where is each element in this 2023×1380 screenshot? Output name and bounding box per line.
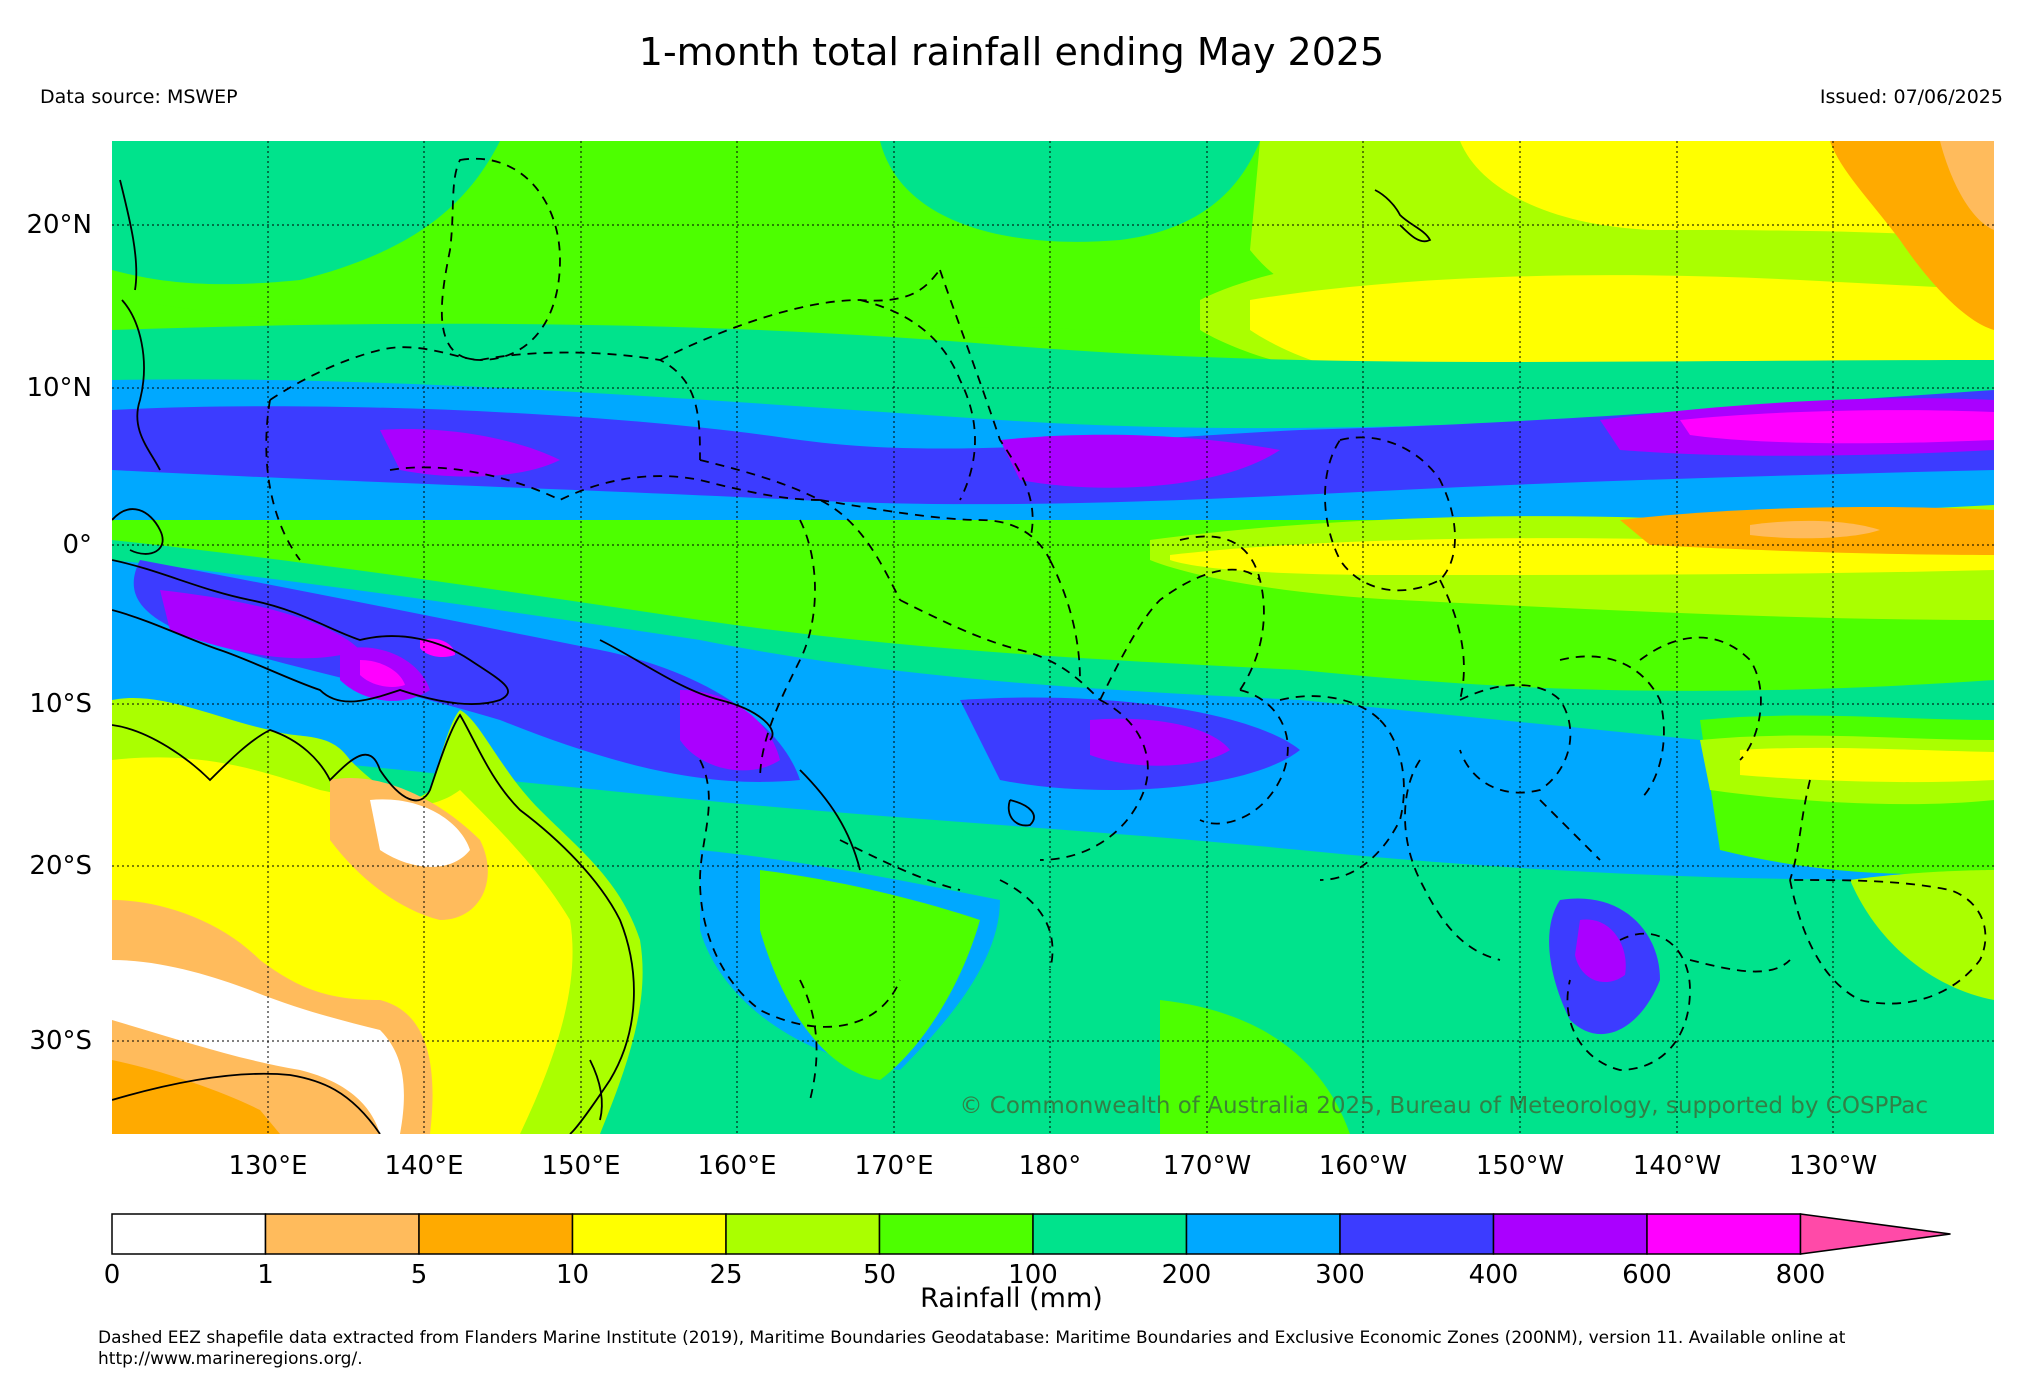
colorbar-tick-label: 0 — [104, 1260, 121, 1290]
lon-label-160w: 160°W — [1319, 1151, 1407, 1181]
colorbar-tick-label: 400 — [1469, 1260, 1519, 1290]
colorbar-title: Rainfall (mm) — [920, 1283, 1103, 1314]
lat-label-10s: 10°S — [29, 689, 92, 719]
copyright-notice: © Commonwealth of Australia 2025, Bureau… — [959, 1093, 1928, 1119]
lon-label-150e: 150°E — [541, 1151, 620, 1181]
colorbar-tick-label: 100 — [1008, 1260, 1058, 1290]
lon-label-150w: 150°W — [1476, 1151, 1564, 1181]
colorbar-swatch — [111, 1213, 267, 1255]
colorbar-tick-label: 5 — [411, 1260, 428, 1290]
lat-label-10n: 10°N — [26, 373, 92, 403]
data-source-label: Data source: MSWEP — [40, 86, 238, 108]
colorbar-tick-label: 300 — [1315, 1260, 1365, 1290]
colorbar-swatch — [1185, 1213, 1341, 1255]
coastlines — [112, 179, 1432, 1134]
lon-label-160e: 160°E — [697, 1151, 776, 1181]
colorbar-tick-label: 25 — [709, 1260, 742, 1290]
colorbar-swatch — [418, 1213, 574, 1255]
lat-label-20n: 20°N — [26, 210, 92, 240]
footnote: Dashed EEZ shapefile data extracted from… — [98, 1328, 1846, 1369]
colorbar-swatch — [1492, 1213, 1648, 1255]
colorbar-swatch — [1339, 1213, 1495, 1255]
lon-label-170e: 170°E — [854, 1151, 933, 1181]
issued-date-label: Issued: 07/06/2025 — [1819, 86, 2003, 108]
lon-label-130w: 130°W — [1789, 1151, 1877, 1181]
lat-label-30s: 30°S — [29, 1026, 92, 1056]
colorbar-swatch — [725, 1213, 881, 1255]
colorbar: 0 1 5 10 25 50 100 200 300 400 600 800 — [104, 1213, 1951, 1290]
latitude-labels: 20°N 10°N 0° 10°S 20°S 30°S — [26, 210, 92, 1056]
graticule — [112, 141, 1994, 1134]
colorbar-tick-label: 50 — [863, 1260, 896, 1290]
rainfall-field — [112, 141, 1994, 1134]
colorbar-tick-label: 600 — [1622, 1260, 1672, 1290]
colorbar-tick-label: 800 — [1776, 1260, 1826, 1290]
colorbar-swatch — [878, 1213, 1034, 1255]
colorbar-extend-arrow — [1799, 1213, 1951, 1255]
longitude-labels: 130°E 140°E 150°E 160°E 170°E 180° 170°W… — [228, 1151, 1877, 1181]
lon-label-140e: 140°E — [384, 1151, 463, 1181]
colorbar-swatch — [571, 1213, 727, 1255]
colorbar-tick-label: 200 — [1162, 1260, 1212, 1290]
lat-label-20s: 20°S — [29, 851, 92, 881]
lon-label-170w: 170°W — [1163, 1151, 1251, 1181]
map-title: 1-month total rainfall ending May 2025 — [638, 30, 1385, 74]
colorbar-swatch — [264, 1213, 420, 1255]
colorbar-swatch — [1032, 1213, 1188, 1255]
colorbar-tick-label: 10 — [556, 1260, 589, 1290]
lon-label-140w: 140°W — [1633, 1151, 1721, 1181]
colorbar-swatch — [1646, 1213, 1802, 1255]
eez-boundaries — [265, 157, 1987, 1101]
lon-label-130e: 130°E — [228, 1151, 307, 1181]
colorbar-tick-label: 1 — [257, 1260, 274, 1290]
lon-label-180: 180° — [1019, 1151, 1082, 1181]
lat-label-equator: 0° — [62, 530, 92, 560]
